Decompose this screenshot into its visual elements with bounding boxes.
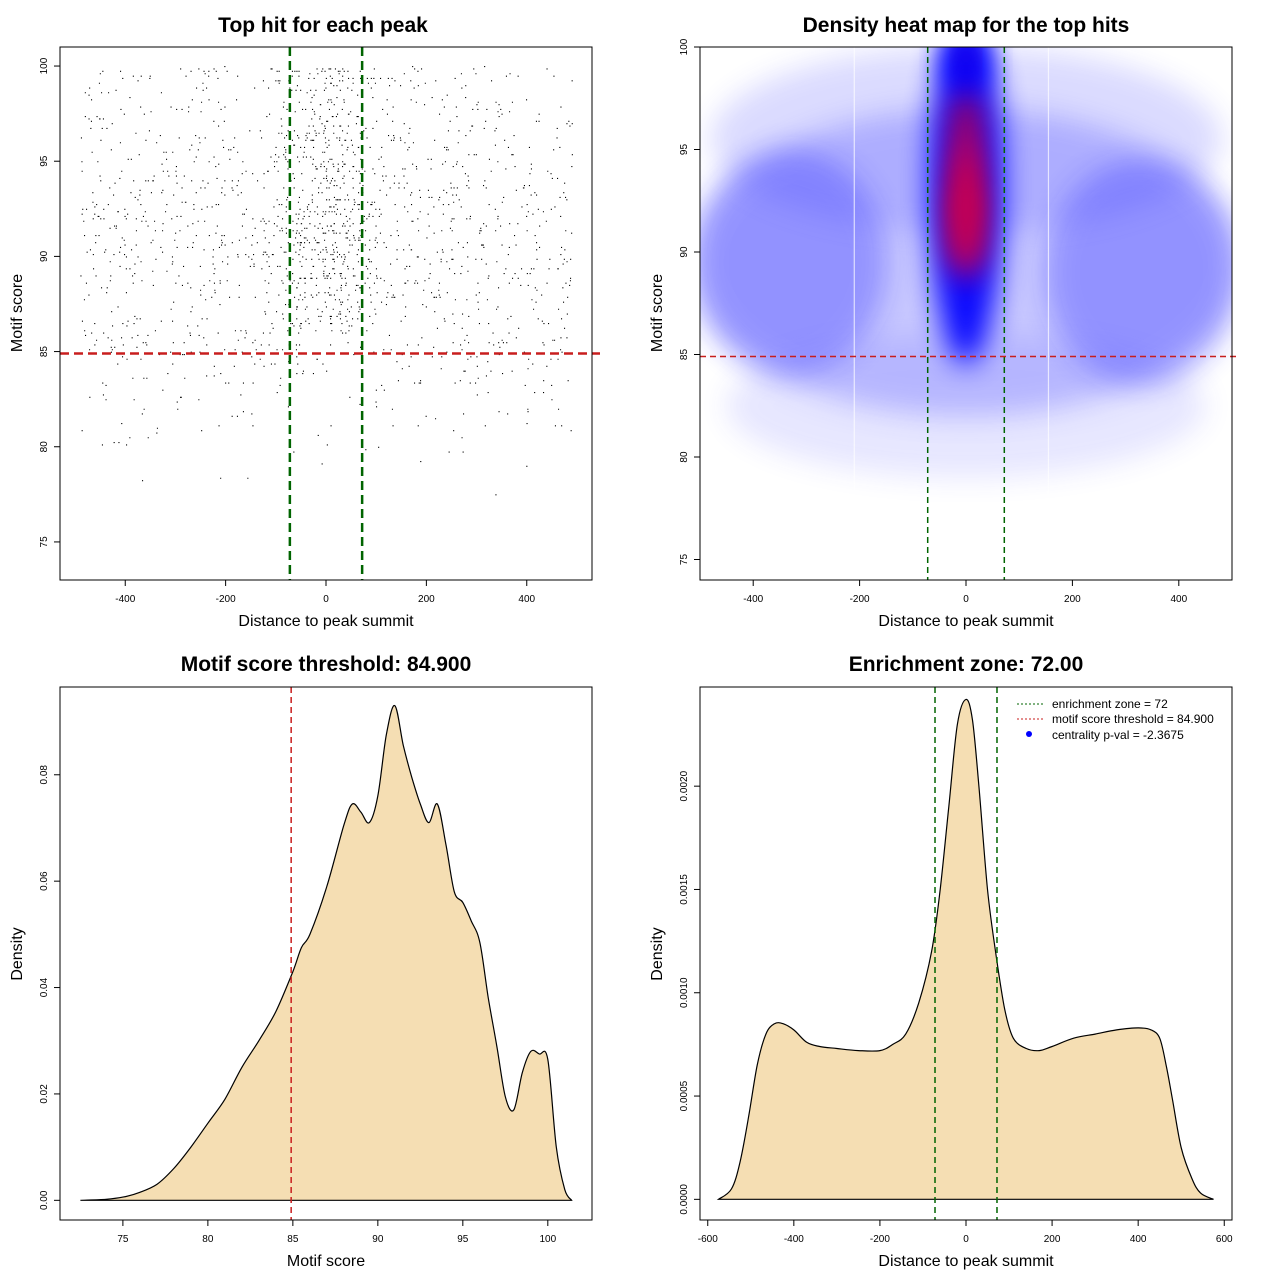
distance-density-y-tick-label: 0.0010 [679, 977, 690, 1008]
distance-density-x-tick-label: -200 [870, 1234, 890, 1245]
score-density-y-tick-label: 0.00 [39, 1190, 50, 1210]
score-density-axes: 75 80 85 90 95 100 0.00 0.02 0.04 0.06 0.08 [39, 765, 557, 1245]
scatter-title: Top hit for each peak [218, 14, 428, 37]
scatter-plot-frame [59, 46, 593, 581]
heatmap-x-tick-label: 400 [1170, 594, 1187, 605]
score-density-y-tick-label: 0.08 [39, 765, 50, 785]
heatmap-y-tick-label: 90 [679, 246, 690, 258]
distance-density-y-tick-label: 0.0015 [679, 874, 690, 905]
score-density-x-axis-label: Motif score [287, 1253, 365, 1270]
score-density-title: Motif score threshold: 84.900 [181, 653, 472, 676]
distance-density-panel: Enrichment zone: 72.00 -600 -400 -200 0 200 4… [649, 653, 1233, 1270]
heatmap-hotspot [958, 47, 974, 74]
legend-label-threshold: motif score threshold = 84.900 [1052, 712, 1214, 726]
heatmap-panel: Density heat map for the top hits -400 -2… [649, 14, 1240, 630]
distance-density-x-tick-label: 0 [963, 1234, 969, 1245]
heatmap-x-tick-label: 200 [1064, 594, 1081, 605]
scatter-y-tick-label: 95 [39, 155, 50, 167]
scatter-x-tick-label: 0 [323, 594, 329, 605]
heatmap-y-tick-label: 75 [679, 554, 690, 566]
legend-label-centrality: centrality p-val = -2.3675 [1052, 728, 1184, 742]
score-density-y-axis-label: Density [9, 927, 26, 980]
heatmap-x-tick-label: -200 [850, 594, 870, 605]
distance-density-axes: -600 -400 -200 0 200 400 600 0.0000 0.0005 0.0010… [679, 770, 1233, 1245]
score-density-y-tick-label: 0.02 [39, 1084, 50, 1104]
scatter-panel: Top hit for each peak -400 -200 0 200 400 75 8… [9, 14, 600, 630]
legend-dot-centrality [1026, 731, 1032, 737]
distance-density-y-axis-label: Density [649, 927, 666, 980]
score-density-y-tick-label: 0.04 [39, 977, 50, 997]
heatmap-core [950, 129, 982, 285]
score-density-x-tick-label: 80 [202, 1234, 214, 1245]
heatmap-x-tick-label: 0 [963, 594, 969, 605]
distance-density-x-tick-label: -400 [784, 1234, 804, 1245]
heatmap-x-tick-label: -400 [743, 594, 763, 605]
distance-density-x-tick-label: -600 [698, 1234, 718, 1245]
heatmap-reference-lines [700, 47, 1240, 580]
scatter-x-tick-label: -200 [216, 594, 236, 605]
scatter-point-cloud [80, 66, 573, 496]
scatter-x-tick-label: 200 [418, 594, 435, 605]
scatter-y-tick-label: 100 [39, 57, 50, 74]
heatmap-haze-lower [726, 334, 1206, 478]
distance-density-y-tick-label: 0.0000 [679, 1184, 690, 1215]
score-density-x-tick-label: 95 [457, 1234, 469, 1245]
heatmap-title: Density heat map for the top hits [803, 14, 1130, 37]
legend: enrichment zone = 72 motif score thresho… [1017, 697, 1214, 742]
scatter-y-tick-label: 80 [39, 441, 50, 453]
score-density-x-tick-label: 90 [372, 1234, 384, 1245]
legend-label-enrichment: enrichment zone = 72 [1052, 697, 1168, 711]
score-density-plot-frame [59, 686, 593, 1221]
distance-density-y-tick-label: 0.0005 [679, 1080, 690, 1111]
heatmap-x-axis-label: Distance to peak summit [878, 613, 1054, 630]
score-density-x-tick-label: 75 [117, 1234, 129, 1245]
scatter-y-axis-label: Motif score [9, 274, 26, 352]
score-density-y-tick-label: 0.06 [39, 871, 50, 891]
score-density-x-tick-label: 85 [287, 1234, 299, 1245]
distance-density-x-tick-label: 400 [1130, 1234, 1147, 1245]
scatter-y-tick-label: 90 [39, 250, 50, 262]
scatter-reference-lines [60, 47, 600, 580]
scatter-y-tick-label: 75 [39, 536, 50, 548]
score-density-area [80, 704, 573, 1201]
score-density-panel: Motif score threshold: 84.900 75 80 85 90 95… [9, 653, 593, 1270]
heatmap-y-axis-label: Motif score [649, 274, 666, 352]
distance-density-x-tick-label: 200 [1044, 1234, 1061, 1245]
heatmap-y-tick-label: 80 [679, 451, 690, 463]
heatmap-y-tick-label: 100 [679, 38, 690, 55]
scatter-axes: -400 -200 0 200 400 75 80 85 90 95 100 [39, 57, 536, 605]
heatmap-y-tick-label: 85 [679, 349, 690, 361]
distance-density-enrichment-lines [934, 687, 998, 1220]
distance-density-title: Enrichment zone: 72.00 [849, 653, 1084, 676]
distance-density-x-axis-label: Distance to peak summit [878, 1253, 1054, 1270]
heatmap-axes: -400 -200 0 200 400 75 80 85 90 95 100 [679, 38, 1188, 605]
heatmap-density [700, 47, 1232, 539]
scatter-x-tick-label: -400 [115, 594, 135, 605]
distance-density-x-tick-label: 600 [1216, 1234, 1233, 1245]
distance-density-area [716, 698, 1214, 1200]
score-density-x-tick-label: 100 [539, 1234, 556, 1245]
scatter-y-tick-label: 85 [39, 346, 50, 358]
scatter-x-tick-label: 400 [518, 594, 535, 605]
scatter-points [80, 66, 573, 496]
scatter-x-axis-label: Distance to peak summit [238, 613, 414, 630]
heatmap-y-tick-label: 95 [679, 144, 690, 156]
distance-density-y-tick-label: 0.0020 [679, 770, 690, 801]
